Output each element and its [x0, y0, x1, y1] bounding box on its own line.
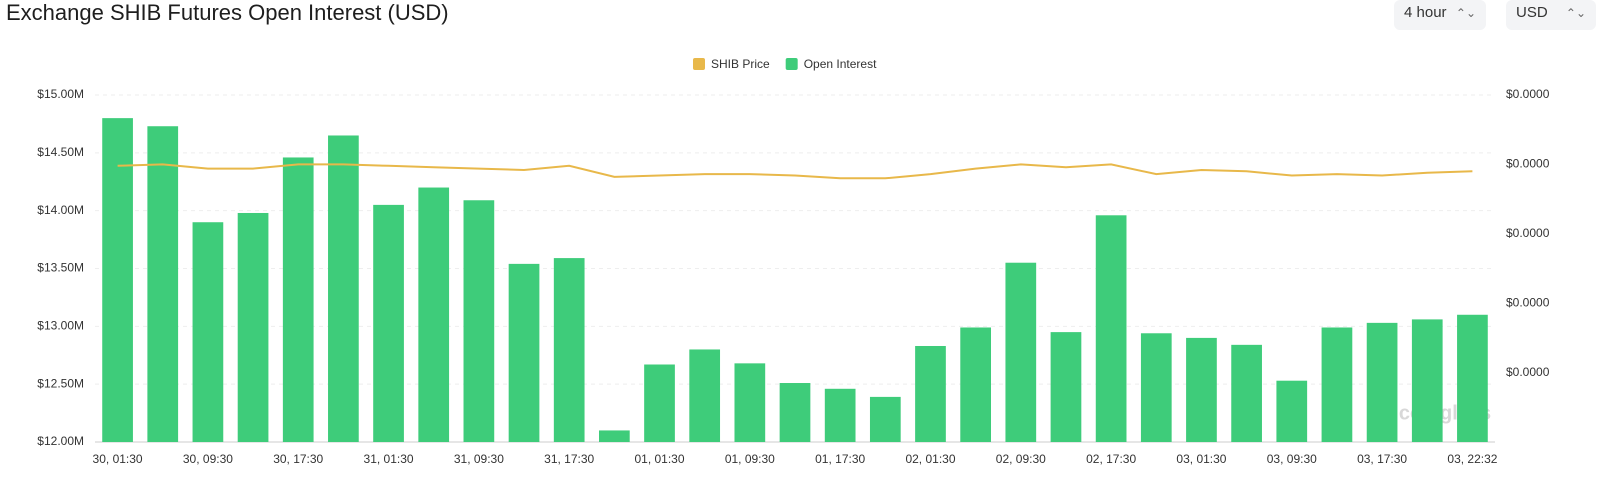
bar: [237, 212, 269, 442]
legend-label: SHIB Price: [711, 57, 770, 71]
legend-swatch: [693, 58, 705, 70]
bar: [192, 222, 224, 442]
y-tick-label: $12.50M: [37, 376, 84, 390]
y2-tick-label: $0.0000: [1506, 295, 1550, 309]
x-tick-label: 31, 01:30: [364, 452, 414, 466]
x-tick-label: 31, 17:30: [544, 452, 594, 466]
x-tick-label: 02, 09:30: [996, 452, 1046, 466]
legend-label: Open Interest: [804, 57, 877, 71]
x-tick-label: 01, 01:30: [634, 452, 684, 466]
bar: [1321, 327, 1353, 442]
y-tick-label: $15.00M: [37, 87, 84, 101]
bar: [599, 430, 630, 442]
x-tick-label: 03, 17:30: [1357, 452, 1407, 466]
bar: [1140, 333, 1172, 442]
y2-tick-label: $0.0000: [1506, 157, 1550, 171]
bar: [779, 383, 811, 442]
bar: [1095, 215, 1127, 442]
bar: [1276, 380, 1308, 442]
y-tick-label: $13.00M: [37, 319, 84, 333]
interval-label: 4 hour: [1404, 4, 1447, 21]
x-tick-label: 02, 01:30: [905, 452, 955, 466]
bar: [328, 135, 359, 442]
y-tick-label: $14.00M: [37, 203, 84, 217]
bar: [282, 157, 314, 442]
bar: [1005, 262, 1037, 442]
bar: [463, 200, 495, 442]
currency-label: USD: [1516, 4, 1548, 21]
x-tick-label: 30, 17:30: [273, 452, 323, 466]
x-tick-label: 03, 22:32: [1447, 452, 1497, 466]
bar: [869, 396, 901, 442]
x-tick-label: 30, 01:30: [93, 452, 143, 466]
y-tick-label: $14.50M: [37, 145, 84, 159]
y-tick-label: $12.00M: [37, 434, 84, 448]
y2-tick-label: $0.0000: [1506, 226, 1550, 240]
price-line: [117, 163, 1473, 180]
currency-select[interactable]: USD ⌃⌄: [1506, 0, 1596, 30]
bar: [1050, 332, 1082, 442]
select-arrow: ⌃⌄: [1565, 6, 1586, 20]
bar: [689, 349, 721, 442]
select-arrow: ⌃⌄: [1455, 6, 1476, 20]
bar: [102, 118, 133, 442]
bar: [734, 363, 766, 442]
x-tick-label: 03, 01:30: [1176, 452, 1226, 466]
x-tick-label: 03, 09:30: [1267, 452, 1317, 466]
bar: [418, 187, 450, 442]
bar: [644, 364, 675, 442]
bar: [960, 327, 991, 442]
legend-swatch: [785, 58, 798, 70]
bar: [1457, 314, 1488, 442]
bar: [1186, 337, 1217, 442]
bar: [508, 263, 540, 442]
x-tick-label: 02, 17:30: [1086, 452, 1136, 466]
y-tick-label: $13.50M: [37, 261, 84, 275]
y2-tick-label: $0.0000: [1506, 365, 1550, 379]
bar: [915, 345, 946, 442]
bar: [553, 258, 585, 442]
bar: [147, 126, 179, 442]
chart-title: Exchange SHIB Futures Open Interest (USD…: [6, 0, 449, 25]
y2-tick-label: $0.0000: [1506, 87, 1550, 101]
interval-select[interactable]: 4 hour ⌃⌄: [1394, 0, 1486, 30]
x-tick-label: 01, 09:30: [725, 452, 775, 466]
x-tick-label: 01, 17:30: [815, 452, 865, 466]
bar: [1366, 322, 1398, 442]
bar: [824, 388, 856, 442]
x-tick-label: 31, 09:30: [454, 452, 504, 466]
x-tick-label: 30, 09:30: [183, 452, 233, 466]
bar: [1411, 319, 1443, 442]
bar: [1231, 344, 1262, 442]
bar: [373, 204, 404, 442]
